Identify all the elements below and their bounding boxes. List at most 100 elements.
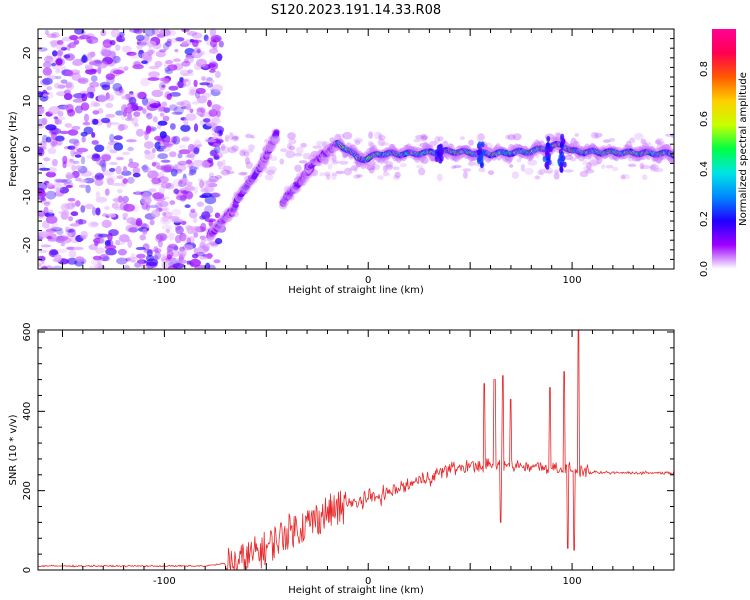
heatmap-cell	[163, 141, 170, 147]
heatmap-cell	[66, 70, 74, 77]
heatmap-cell	[74, 29, 84, 35]
heatmap-cell	[70, 148, 76, 157]
heatmap-cell	[368, 131, 373, 139]
heatmap-cell	[41, 117, 48, 126]
heatmap-cell	[56, 43, 66, 50]
heatmap-cell	[193, 231, 199, 238]
heatmap-cell	[588, 159, 598, 167]
heatmap-cell	[286, 193, 295, 201]
heatmap-cell	[332, 160, 340, 164]
heatmap-cell	[383, 165, 388, 173]
heatmap-cell	[54, 254, 62, 263]
heatmap-cell	[203, 118, 211, 123]
heatmap-cell	[74, 165, 82, 170]
heatmap-cell	[38, 231, 50, 238]
heatmap-cell	[605, 164, 614, 169]
heatmap-cell	[165, 59, 174, 65]
heatmap-cell	[655, 139, 661, 145]
heatmap-cell	[68, 249, 77, 259]
heatmap-cell	[146, 112, 153, 120]
heatmap-cell	[316, 140, 324, 147]
heatmap-cell	[384, 163, 393, 171]
heatmap-cell	[56, 187, 60, 196]
heatmap-cell	[73, 93, 86, 99]
heatmap-cell	[183, 78, 192, 87]
heatmap-cell	[162, 215, 169, 223]
heatmap-cell	[413, 138, 421, 143]
heatmap-cell	[97, 108, 104, 114]
heatmap-cell	[71, 202, 76, 208]
heatmap-cell	[273, 129, 280, 135]
heatmap-cell	[51, 158, 58, 167]
heatmap-cell	[149, 103, 162, 108]
heatmap-cell	[245, 161, 253, 169]
heatmap-cell	[154, 60, 163, 68]
heatmap-cell	[180, 124, 191, 132]
heatmap-cell	[64, 123, 73, 128]
heatmap-cell	[512, 133, 522, 141]
heatmap-cell	[452, 164, 462, 169]
heatmap-cell	[71, 72, 81, 81]
heatmap-cell	[51, 62, 56, 67]
heatmap-cell	[75, 200, 81, 207]
heatmap-cell	[67, 109, 76, 117]
snr-y-tick-label: 0	[22, 567, 33, 573]
heatmap-cell	[329, 137, 335, 143]
heatmap-cell	[504, 134, 511, 140]
heatmap-cell	[135, 246, 146, 251]
heatmap-cell	[106, 144, 113, 152]
heatmap-cell	[68, 42, 76, 49]
heatmap-cell	[97, 66, 102, 75]
heatmap-cell	[89, 81, 100, 88]
heatmap-cell	[136, 44, 143, 50]
heatmap-cell	[91, 207, 97, 216]
heatmap-cell	[217, 152, 223, 159]
heatmap-cell	[141, 60, 148, 64]
heatmap-cell	[228, 132, 234, 141]
heatmap-cell	[157, 153, 168, 160]
heatmap-cell	[354, 139, 361, 145]
heatmap-cell	[590, 132, 599, 139]
heatmap-cell	[608, 138, 616, 142]
heatmap-cell	[356, 174, 363, 178]
heatmap-cell	[67, 145, 76, 150]
heatmap-cell	[205, 262, 211, 269]
heatmap-cell	[180, 190, 189, 195]
heatmap-cell	[84, 65, 93, 70]
heatmap-cell	[176, 80, 187, 89]
heatmap-cell	[144, 151, 156, 160]
snr-y-axis-label: SNR (10 * v/v)	[8, 414, 19, 485]
heatmap-cell	[174, 48, 179, 53]
heatmap-cell	[264, 139, 269, 143]
heatmap-cell	[159, 81, 166, 91]
heatmap-cell	[46, 86, 53, 91]
heatmap-cell	[90, 221, 99, 227]
heatmap-cell	[150, 127, 155, 132]
heatmap-cell	[188, 172, 194, 176]
heatmap-cell	[264, 174, 274, 181]
heatmap-cell	[159, 77, 165, 82]
heatmap-cell	[374, 131, 381, 140]
heatmap-cell	[97, 233, 109, 238]
heatmap-cell	[45, 215, 58, 224]
heatmap-cell	[88, 52, 95, 59]
heatmap-cell	[288, 145, 296, 151]
heatmap-cell	[267, 166, 278, 173]
heatmap-cell	[105, 113, 116, 118]
heatmap-cell	[71, 125, 81, 131]
heatmap-cell	[88, 61, 97, 66]
heatmap-cell	[131, 117, 139, 125]
heatmap-cell	[434, 156, 439, 163]
heatmap-cell	[57, 116, 66, 121]
heatmap-cell	[437, 136, 444, 142]
heatmap-cell	[294, 164, 302, 172]
heatmap-cell	[175, 37, 185, 42]
heatmap-cell	[117, 195, 123, 203]
heatmap-cell	[67, 232, 73, 237]
heatmap-cell	[245, 157, 250, 165]
heatmap-cell	[656, 137, 664, 145]
heatmap-cell	[583, 165, 592, 172]
heatmap-cell	[106, 177, 114, 186]
heatmap-cell	[516, 158, 522, 163]
heatmap-cell	[94, 144, 105, 153]
